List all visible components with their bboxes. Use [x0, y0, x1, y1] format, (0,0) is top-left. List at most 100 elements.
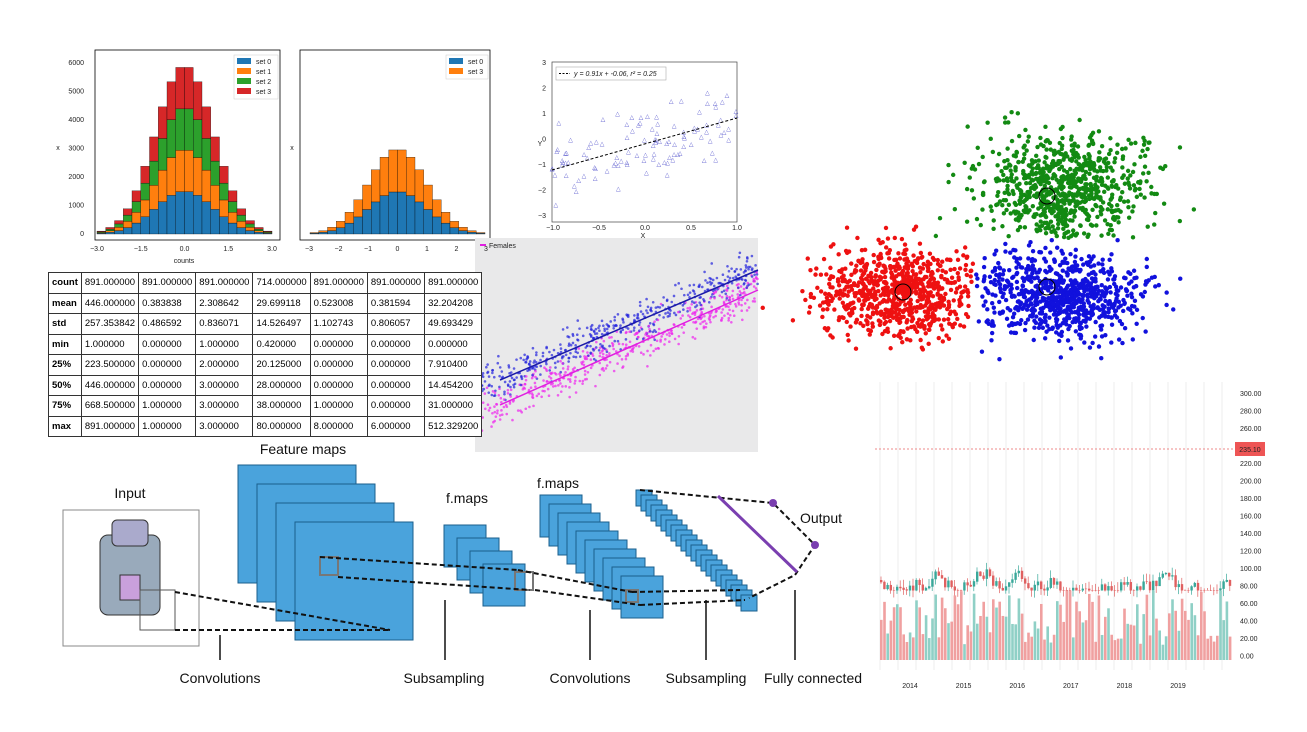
point	[1063, 151, 1068, 156]
point	[647, 324, 651, 328]
point	[532, 361, 536, 364]
point	[1068, 233, 1074, 239]
point	[897, 320, 902, 326]
point	[1059, 186, 1064, 192]
point	[1027, 194, 1032, 200]
y-tick-label: 4000	[68, 117, 84, 124]
point	[1002, 190, 1007, 195]
point	[1002, 115, 1008, 120]
point	[564, 385, 568, 388]
point	[509, 388, 513, 392]
volume	[1008, 595, 1011, 660]
point	[1043, 154, 1048, 160]
hist-bar	[184, 150, 194, 192]
point	[1025, 317, 1031, 322]
point	[958, 323, 963, 328]
hist-bar	[131, 212, 141, 224]
point	[492, 375, 496, 379]
point	[724, 305, 728, 308]
point	[669, 329, 673, 332]
point	[886, 293, 891, 298]
volume	[950, 621, 953, 660]
point	[1080, 168, 1085, 173]
point	[1121, 199, 1127, 204]
point: △	[624, 160, 629, 166]
point	[1038, 135, 1043, 141]
point	[820, 300, 826, 305]
point	[500, 370, 504, 373]
point: △	[657, 162, 662, 168]
point	[1132, 298, 1138, 304]
hist-bar	[423, 184, 433, 210]
point	[1145, 146, 1150, 152]
volume	[1068, 590, 1072, 660]
candle	[966, 582, 969, 586]
hist-bar	[158, 201, 168, 235]
trend-line	[499, 269, 759, 381]
point	[704, 279, 707, 282]
point: △	[704, 122, 709, 128]
hist-bar	[441, 222, 451, 235]
point	[868, 315, 873, 320]
point	[1144, 256, 1150, 262]
hist-bar	[344, 222, 354, 235]
point	[1041, 143, 1046, 149]
point	[546, 387, 550, 391]
point	[1043, 230, 1049, 236]
volume	[960, 591, 963, 660]
point	[574, 391, 578, 394]
point	[1146, 278, 1151, 283]
candle	[956, 590, 960, 591]
point	[875, 311, 880, 316]
point: △	[644, 170, 649, 176]
y-tick-label: −1	[538, 162, 546, 169]
point	[1079, 163, 1085, 169]
point	[554, 366, 557, 369]
point	[505, 405, 509, 409]
table-row: std 257.353842 0.486592 0.836071 14.526497 1.…	[48, 313, 483, 335]
volume	[918, 607, 921, 660]
point	[865, 306, 871, 311]
point	[1032, 182, 1038, 188]
point	[970, 261, 976, 266]
point	[975, 276, 980, 281]
point	[574, 344, 577, 347]
point	[1120, 156, 1125, 162]
point	[837, 296, 842, 301]
point	[742, 287, 746, 291]
point	[1063, 207, 1069, 212]
point	[825, 307, 830, 312]
volume	[1100, 634, 1104, 660]
volume	[1209, 635, 1213, 660]
volume	[1126, 623, 1129, 660]
volume	[1132, 625, 1136, 660]
point	[818, 272, 824, 277]
point	[581, 382, 584, 385]
point	[594, 327, 598, 331]
point	[488, 383, 491, 387]
x-tick-label: 1.5	[223, 246, 233, 253]
point	[747, 306, 751, 309]
point	[920, 254, 925, 260]
point	[1081, 262, 1086, 267]
point	[1036, 176, 1041, 182]
point	[602, 346, 605, 350]
point	[1034, 227, 1039, 232]
point	[608, 352, 611, 355]
point	[1100, 168, 1106, 174]
point	[554, 384, 557, 388]
point	[1005, 306, 1010, 311]
point	[995, 163, 1000, 168]
point	[1103, 161, 1108, 166]
hist-bar	[245, 220, 255, 225]
candle	[953, 586, 956, 591]
point	[681, 314, 684, 317]
point	[695, 327, 699, 330]
volume	[1107, 608, 1110, 660]
point	[956, 277, 961, 283]
point	[491, 390, 495, 393]
point	[860, 293, 865, 299]
table-cell: 8.000000	[309, 415, 368, 437]
x-tick-label: −2	[335, 246, 343, 253]
point	[691, 335, 695, 339]
